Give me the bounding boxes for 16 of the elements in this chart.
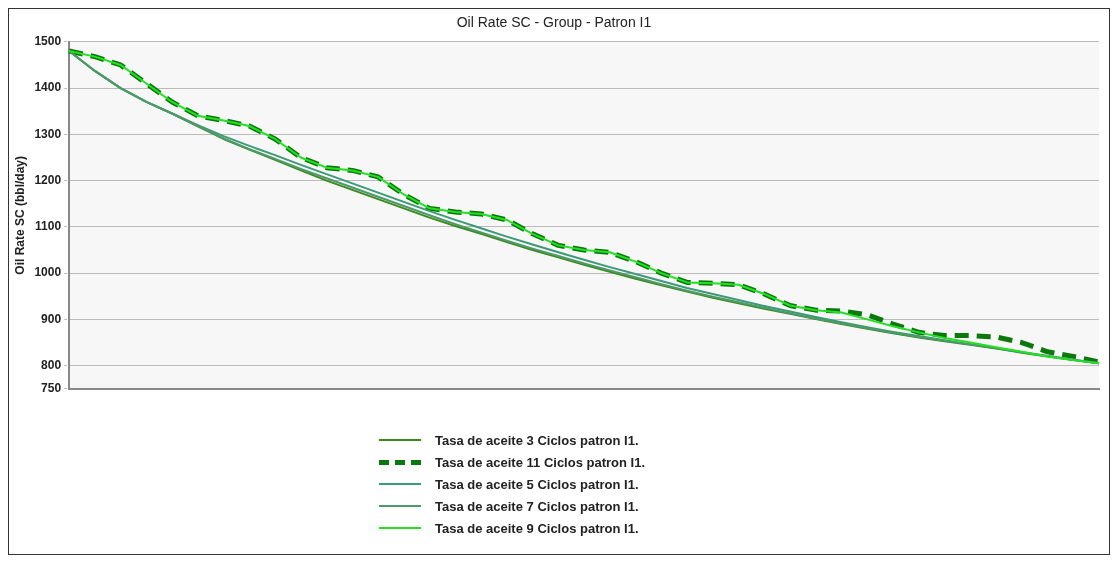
y-tick-label: 900 [41,311,62,326]
y-tick-label: 1100 [35,219,62,234]
y-tick-label: 750 [41,381,62,396]
y-tick-label: 1200 [34,172,62,187]
y-tick-label: 1400 [34,80,62,95]
y-axis-title: Oil Rate SC (bbl/day) [12,155,27,275]
y-tick-label: 1500 [34,34,62,49]
legend-label: Tasa de aceite 3 Ciclos patron I1. [435,432,639,448]
legend-label: Tasa de aceite 5 Ciclos patron I1. [435,476,639,492]
y-tick-label: 1300 [34,126,62,141]
legend-label: Tasa de aceite 11 Ciclos patron I1. [435,454,646,470]
y-tick-label: 800 [41,357,62,372]
legend-label: Tasa de aceite 7 Ciclos patron I1. [435,498,639,514]
legend-label: Tasa de aceite 9 Ciclos patron I1. [435,520,639,536]
chart-title: Oil Rate SC - Group - Patron I1 [456,14,652,31]
y-tick-label: 1000 [34,265,62,280]
